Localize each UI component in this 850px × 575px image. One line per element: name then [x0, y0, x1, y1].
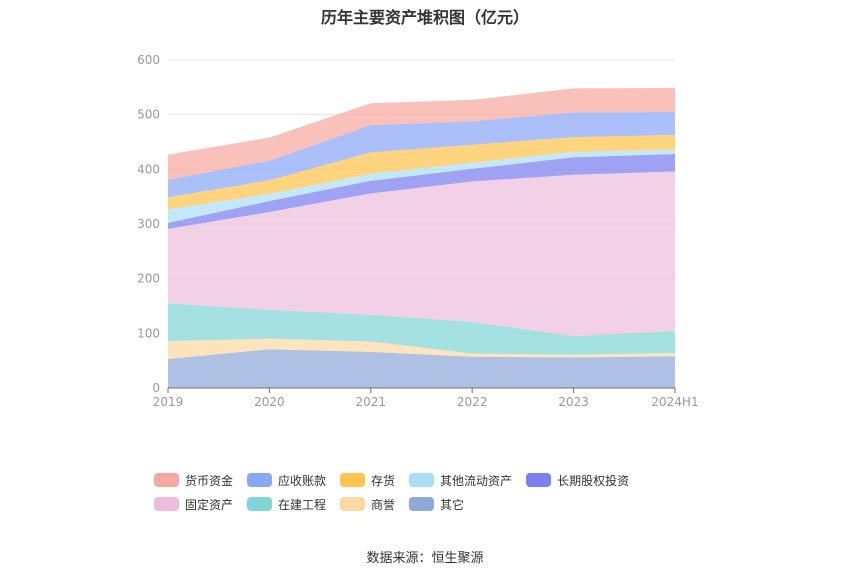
y-tick-label: 300 — [137, 217, 160, 231]
x-tick-label: 2022 — [457, 395, 488, 409]
legend-item[interactable]: 其它 — [409, 496, 464, 512]
y-tick-label: 500 — [137, 108, 160, 122]
y-tick-label: 200 — [137, 272, 160, 286]
legend-item[interactable]: 存货 — [340, 472, 395, 488]
area-固定资产 — [168, 171, 675, 337]
legend-item[interactable]: 在建工程 — [247, 496, 326, 512]
legend-label: 在建工程 — [278, 497, 327, 512]
legend-item[interactable]: 货币资金 — [154, 472, 233, 488]
area-长期股权投资 — [168, 154, 675, 229]
y-tick-label: 0 — [152, 381, 160, 395]
legend: 货币资金 应收账款 存货 其他流动资产 长期股权投资固定资产 在建工程 商誉 其它 — [154, 472, 734, 512]
legend-label: 应收账款 — [278, 473, 327, 488]
legend-label: 固定资产 — [185, 497, 234, 512]
legend-swatch — [526, 473, 552, 487]
area-商誉 — [168, 338, 675, 359]
legend-swatch — [340, 473, 366, 487]
legend-item[interactable]: 固定资产 — [154, 496, 233, 512]
legend-label: 其它 — [440, 497, 465, 512]
area-货币资金 — [168, 87, 675, 180]
legend-swatch — [340, 497, 366, 511]
area-其它 — [168, 349, 675, 388]
legend-swatch — [409, 473, 435, 487]
legend-item[interactable]: 长期股权投资 — [526, 472, 629, 488]
area-应收账款 — [168, 111, 675, 198]
legend-swatch — [409, 497, 435, 511]
legend-swatch — [154, 473, 179, 487]
chart-title: 历年主要资产堆积图（亿元） — [320, 8, 529, 27]
legend-label: 存货 — [371, 473, 396, 488]
legend-item[interactable]: 其他流动资产 — [409, 472, 512, 488]
y-tick-label: 400 — [137, 162, 160, 176]
area-series — [168, 87, 675, 388]
legend-label: 长期股权投资 — [557, 473, 630, 488]
y-tick-label: 100 — [137, 326, 160, 340]
axes: 0 100 200 300 400 500 600 2019 2020 2021 2022 2023 2… — [137, 53, 699, 409]
legend-label: 商誉 — [371, 497, 396, 512]
data-source-note: 数据来源：恒生聚源 — [366, 551, 484, 566]
area-在建工程 — [168, 303, 675, 355]
legend-label: 其他流动资产 — [440, 473, 513, 488]
x-tick-label: 2024H1 — [651, 395, 698, 409]
y-tick-label: 600 — [137, 53, 160, 67]
legend-swatch — [247, 497, 273, 511]
legend-item[interactable]: 商誉 — [340, 496, 395, 512]
legend-swatch — [247, 473, 273, 487]
x-tick-label: 2019 — [153, 395, 184, 409]
x-tick-label: 2023 — [558, 395, 589, 409]
legend-swatch — [154, 497, 179, 511]
legend-label: 货币资金 — [185, 473, 234, 488]
area-存货 — [168, 134, 675, 210]
legend-item[interactable]: 应收账款 — [247, 472, 326, 488]
x-tick-label: 2020 — [254, 395, 285, 409]
x-tick-label: 2021 — [356, 395, 387, 409]
